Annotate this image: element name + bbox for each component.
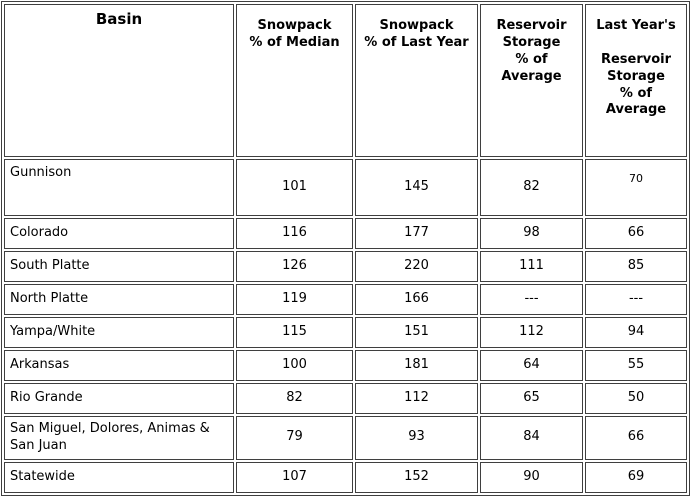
column-header-reservoir-storage-pct-average: Reservoir Storage % of Average [480, 4, 583, 157]
value-cell: 177 [355, 218, 478, 249]
value-cell: 166 [355, 284, 478, 315]
value-cell: --- [585, 284, 687, 315]
value-cell: 100 [236, 350, 353, 381]
value-cell: 64 [480, 350, 583, 381]
value-cell: 90 [480, 461, 583, 493]
value-cell: 65 [480, 383, 583, 414]
value-cell: --- [480, 284, 583, 315]
table-row-yampa-white: Yampa/White 115 151 112 94 [4, 317, 687, 348]
basin-name-cell: Gunnison [4, 159, 234, 216]
table-row-colorado: Colorado 116 177 98 66 [4, 218, 687, 249]
basin-name-cell: Yampa/White [4, 317, 234, 348]
table-row-gunnison: Gunnison 101 145 82 70 [4, 159, 687, 216]
value-cell: 82 [236, 383, 353, 414]
table-row-south-platte: South Platte 126 220 111 85 [4, 251, 687, 282]
value-cell: 50 [585, 383, 687, 414]
value-cell: 181 [355, 350, 478, 381]
table-row-north-platte: North Platte 119 166 --- --- [4, 284, 687, 315]
value-cell: 112 [355, 383, 478, 414]
table-header-row: Basin Snowpack % of Median Snowpack % of… [4, 4, 687, 157]
column-header-snowpack-pct-last-year: Snowpack % of Last Year [355, 4, 478, 157]
value-cell: 111 [480, 251, 583, 282]
value-cell: 79 [236, 416, 353, 460]
value-cell: 119 [236, 284, 353, 315]
value-cell: 66 [585, 218, 687, 249]
table-row-rio-grande: Rio Grande 82 112 65 50 [4, 383, 687, 414]
value-cell: 126 [236, 251, 353, 282]
value-cell: 94 [585, 317, 687, 348]
basin-name-cell: San Miguel, Dolores, Animas & San Juan [4, 416, 234, 460]
value-cell: 151 [355, 317, 478, 348]
value-cell: 84 [480, 416, 583, 460]
basin-name-cell: Colorado [4, 218, 234, 249]
value-cell: 145 [355, 159, 478, 216]
value-cell: 82 [480, 159, 583, 216]
value-cell: 69 [585, 461, 687, 493]
value-cell: 70 [585, 159, 687, 216]
value-cell: 98 [480, 218, 583, 249]
column-header-snowpack-pct-median: Snowpack % of Median [236, 4, 353, 157]
table-row-san-miguel-dolores-animas-san-juan: San Miguel, Dolores, Animas & San Juan 7… [4, 416, 687, 460]
table-row-arkansas: Arkansas 100 181 64 55 [4, 350, 687, 381]
basin-name-cell: Statewide [4, 461, 234, 493]
basin-name-cell: Rio Grande [4, 383, 234, 414]
value-cell: 220 [355, 251, 478, 282]
table-row-statewide: Statewide 107 152 90 69 [4, 461, 687, 493]
value-cell: 101 [236, 159, 353, 216]
value-cell: 152 [355, 461, 478, 493]
basin-name-cell: North Platte [4, 284, 234, 315]
value-cell: 66 [585, 416, 687, 460]
column-header-basin: Basin [4, 4, 234, 157]
value-cell: 107 [236, 461, 353, 493]
column-header-last-years-reservoir-storage-pct-average: Last Year's Reservoir Storage % of Avera… [585, 4, 687, 157]
value-cell: 85 [585, 251, 687, 282]
basin-name-cell: South Platte [4, 251, 234, 282]
value-cell: 55 [585, 350, 687, 381]
value-cell: 112 [480, 317, 583, 348]
value-cell: 93 [355, 416, 478, 460]
basin-name-cell: Arkansas [4, 350, 234, 381]
value-cell: 116 [236, 218, 353, 249]
value-cell: 115 [236, 317, 353, 348]
